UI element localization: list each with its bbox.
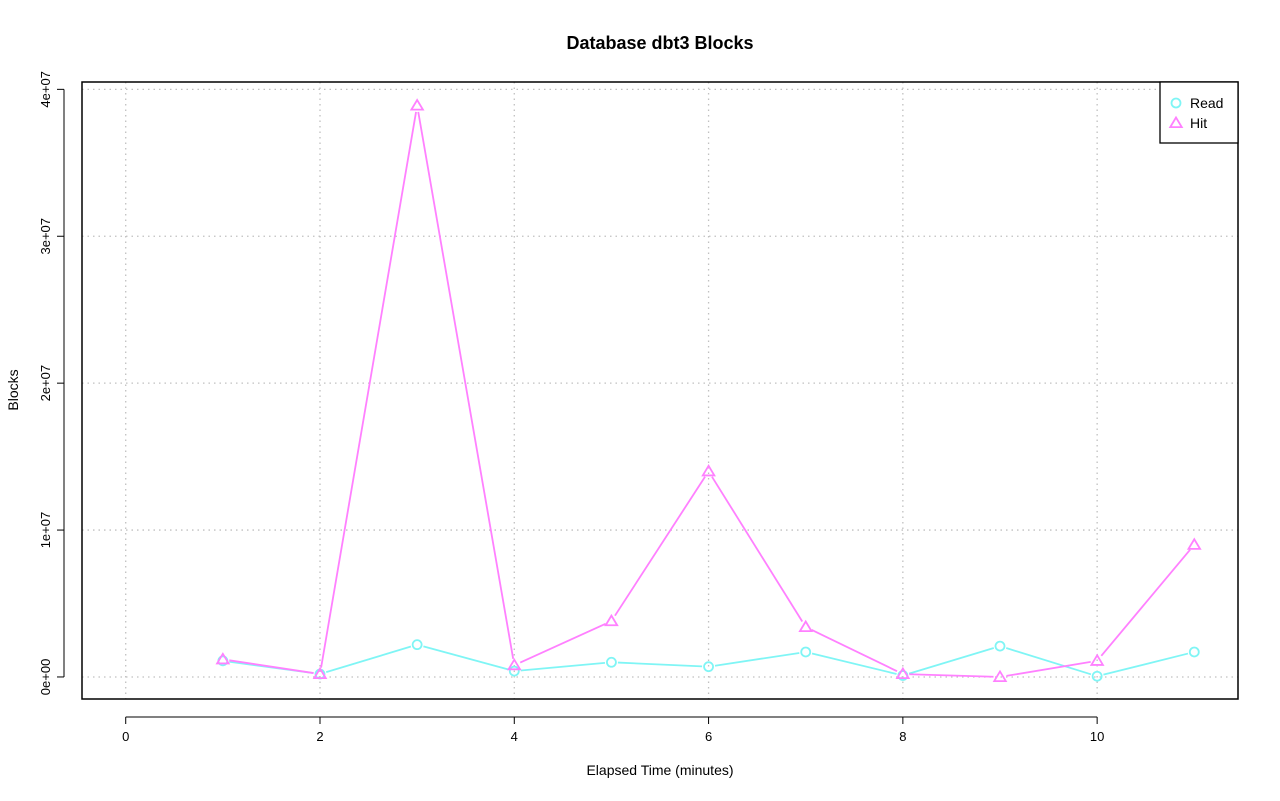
grid — [82, 82, 1238, 699]
legend-marker-read — [1170, 97, 1182, 109]
series-read-segment — [714, 652, 800, 667]
series-hit-point — [604, 613, 619, 627]
series-hit — [215, 98, 1202, 682]
series-read-segment — [617, 661, 703, 668]
series-hit-point — [895, 666, 911, 680]
series-read-point — [411, 639, 423, 651]
x-axis-label: Elapsed Time (minutes) — [586, 762, 733, 778]
y-tick-label: 1e+07 — [38, 512, 53, 549]
y-tick-label: 3e+07 — [38, 218, 53, 255]
series-read-point — [994, 640, 1006, 652]
series-read-segment — [520, 661, 606, 672]
x-tick-label: 10 — [1090, 729, 1104, 744]
series-hit-segment — [417, 111, 515, 659]
legend: Read Hit — [1159, 81, 1239, 144]
x-tick-label: 4 — [511, 729, 518, 744]
x-tick-label: 0 — [122, 729, 129, 744]
series-read-segment — [325, 645, 412, 674]
legend-label-hit: Hit — [1190, 115, 1207, 131]
series-hit-segment — [320, 111, 417, 668]
series-layer — [215, 98, 1202, 682]
y-tick-label: 4e+07 — [38, 71, 53, 108]
series-read-point — [1091, 670, 1103, 682]
y-axis-label: Blocks — [5, 369, 21, 410]
series-hit-segment — [519, 623, 606, 664]
series-hit-point — [701, 464, 716, 477]
series-hit-point — [312, 666, 328, 680]
x-axis: 0 2 4 6 8 10 — [122, 716, 1104, 744]
series-hit-point — [798, 619, 814, 633]
series-hit-point — [1089, 653, 1105, 666]
series-hit-point — [215, 652, 231, 665]
series-hit-segment — [614, 476, 706, 617]
series-read-point — [1188, 646, 1200, 658]
series-hit-segment — [909, 673, 994, 678]
series-hit-point — [506, 657, 522, 671]
x-tick-label: 8 — [899, 729, 906, 744]
chart-title: Database dbt3 Blocks — [566, 33, 753, 53]
legend-box — [1159, 81, 1239, 144]
y-tick-label: 0e+00 — [38, 659, 53, 696]
series-hit-point — [409, 98, 425, 111]
series-read-segment — [811, 652, 897, 675]
series-read — [217, 639, 1200, 682]
series-read-point — [800, 646, 812, 658]
series-read-segment — [1005, 647, 1092, 676]
x-tick-label: 6 — [705, 729, 712, 744]
series-hit-segment — [1100, 549, 1191, 657]
series-hit-segment — [1006, 660, 1091, 677]
series-read-segment — [1103, 652, 1189, 676]
series-read-point — [703, 661, 714, 673]
series-hit-segment — [811, 629, 898, 673]
x-tick-label: 2 — [316, 729, 323, 744]
legend-marker-hit — [1168, 115, 1184, 129]
series-hit-segment — [711, 476, 804, 622]
series-hit-point — [1186, 537, 1202, 550]
y-axis: 0e+00 1e+07 2e+07 3e+07 4e+07 — [38, 71, 65, 696]
series-read-point — [508, 665, 520, 677]
series-hit-segment — [229, 659, 314, 674]
series-hit-point — [992, 669, 1008, 682]
series-read-point — [606, 656, 617, 668]
plot-frame — [81, 81, 1239, 700]
series-read-segment — [908, 647, 995, 675]
legend-label-read: Read — [1190, 95, 1223, 111]
y-tick-label: 2e+07 — [38, 365, 53, 402]
series-read-segment — [423, 645, 509, 671]
